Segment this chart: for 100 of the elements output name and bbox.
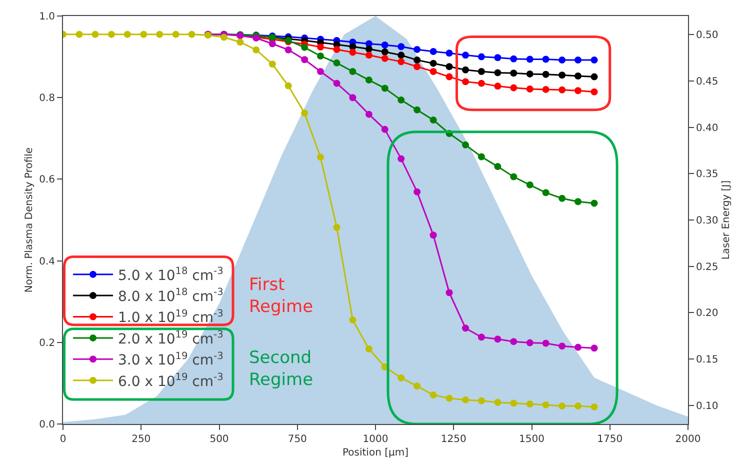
point xyxy=(462,324,469,332)
point xyxy=(574,56,582,64)
point xyxy=(510,338,518,346)
point xyxy=(526,339,534,346)
point xyxy=(398,43,405,50)
point xyxy=(317,44,324,51)
point xyxy=(526,70,534,78)
point xyxy=(333,46,340,53)
x-tick-label: 250 xyxy=(132,434,151,445)
point xyxy=(349,316,356,324)
point xyxy=(398,96,405,104)
x-tick-label: 1000 xyxy=(362,434,388,445)
point xyxy=(510,84,518,92)
point xyxy=(333,224,340,231)
point xyxy=(494,398,502,406)
y2-tick-label: 0.20 xyxy=(696,308,718,320)
point xyxy=(414,46,421,53)
point xyxy=(494,163,502,170)
x-tick-label: 500 xyxy=(210,434,229,445)
point xyxy=(526,181,534,188)
legend-label: 6.0 x 10$^{19}$ cm$^{-3}$ xyxy=(118,372,224,390)
point xyxy=(574,402,582,410)
point xyxy=(398,155,405,162)
point xyxy=(430,68,437,75)
point xyxy=(446,394,453,402)
point xyxy=(478,334,485,341)
point xyxy=(381,41,388,48)
y2-tick-label: 0.45 xyxy=(696,76,718,88)
point xyxy=(510,400,518,407)
point xyxy=(558,342,566,350)
point xyxy=(365,46,372,53)
point xyxy=(268,60,276,68)
point xyxy=(462,66,469,74)
point xyxy=(284,82,292,90)
point xyxy=(381,126,388,133)
point xyxy=(317,52,324,60)
point xyxy=(558,56,566,64)
y-tick-label: 0.8 xyxy=(39,93,55,104)
point xyxy=(558,194,566,202)
y-axis-title: Norm. Plasma Density Profile xyxy=(24,147,36,293)
point xyxy=(349,68,356,75)
annotation: First Regime xyxy=(249,275,314,318)
point xyxy=(398,58,405,66)
point xyxy=(236,38,244,46)
point xyxy=(542,340,550,347)
point xyxy=(526,86,534,93)
point xyxy=(462,78,469,86)
point xyxy=(446,63,453,70)
x-axis-title: Position [µm] xyxy=(342,448,409,458)
point xyxy=(333,80,340,87)
point xyxy=(381,54,388,62)
y2-tick-label: 0.15 xyxy=(696,354,718,366)
point xyxy=(510,70,518,77)
point xyxy=(510,55,518,62)
point xyxy=(494,82,502,90)
point xyxy=(526,400,534,408)
point xyxy=(478,53,485,60)
point xyxy=(414,56,421,64)
point xyxy=(590,56,598,64)
point xyxy=(92,30,99,38)
point xyxy=(76,30,83,38)
point xyxy=(317,154,324,161)
point xyxy=(365,345,372,352)
point xyxy=(590,403,598,410)
y-tick-label: 0.6 xyxy=(39,174,55,186)
y-tick-label: 0.0 xyxy=(39,420,55,430)
point xyxy=(478,80,485,87)
point xyxy=(381,84,388,92)
point xyxy=(558,72,566,79)
point xyxy=(478,68,485,75)
point xyxy=(172,30,180,38)
x-tick-label: 2000 xyxy=(675,434,701,445)
legend-label: 2.0 x 10$^{19}$ cm$^{-3}$ xyxy=(118,330,224,348)
point xyxy=(140,30,148,38)
x-tick-label: 1500 xyxy=(519,434,544,445)
point xyxy=(494,336,502,343)
point xyxy=(542,56,550,63)
point xyxy=(542,70,550,78)
y2-tick-label: 0.35 xyxy=(696,169,718,180)
point xyxy=(494,54,502,62)
point xyxy=(108,30,115,38)
y-tick-label: 0.2 xyxy=(39,338,55,349)
point xyxy=(365,110,372,118)
point xyxy=(220,34,228,41)
point xyxy=(510,173,518,180)
point xyxy=(590,88,598,96)
point xyxy=(349,48,356,56)
annotation: Second Regime xyxy=(249,348,314,390)
point xyxy=(301,110,308,117)
point xyxy=(188,30,196,38)
point xyxy=(398,374,405,382)
point xyxy=(590,73,598,80)
point xyxy=(430,116,437,124)
point xyxy=(252,46,260,54)
point xyxy=(558,86,566,94)
point xyxy=(446,50,453,57)
y2-tick-label: 0.30 xyxy=(696,216,718,226)
point xyxy=(414,188,421,196)
point xyxy=(574,344,582,351)
point xyxy=(590,200,598,207)
